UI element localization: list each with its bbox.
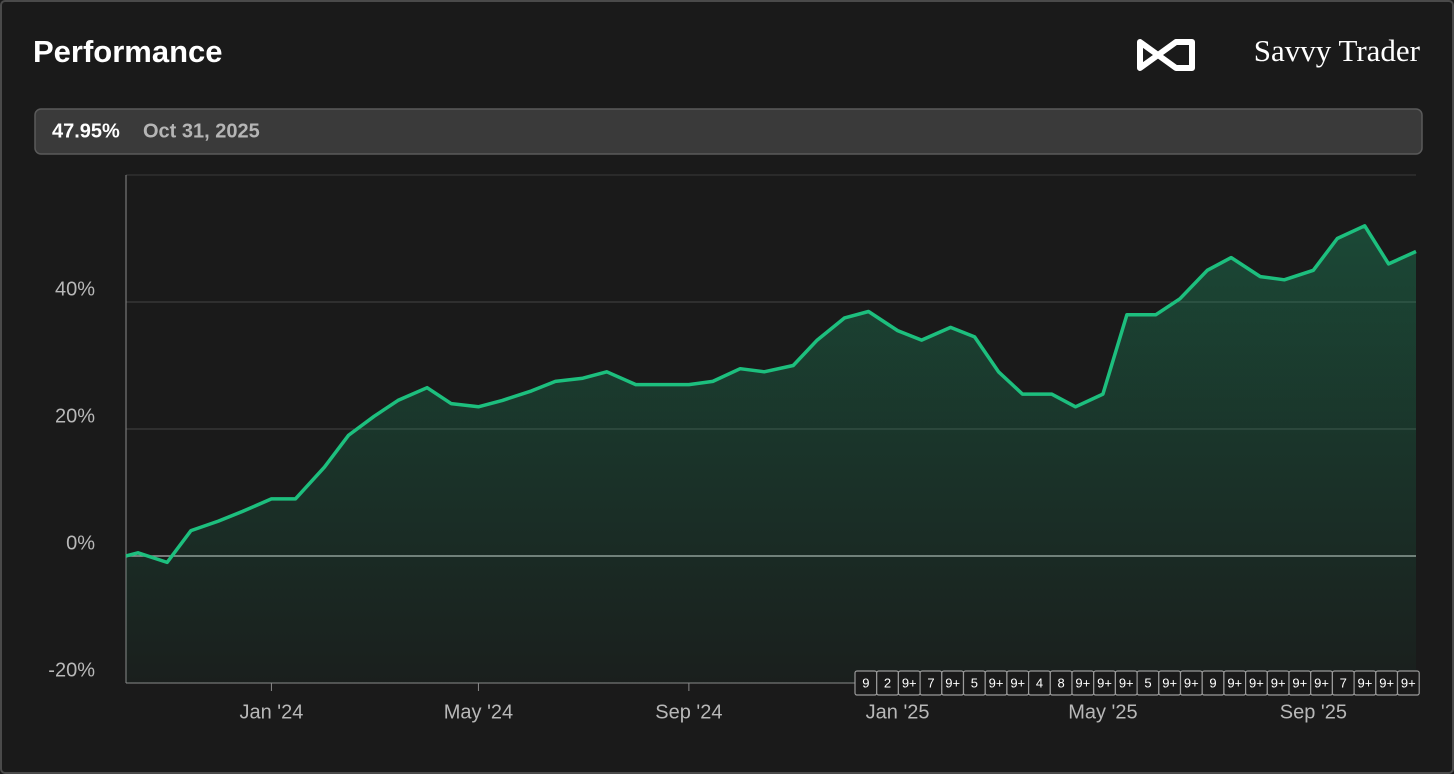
event-count: 8: [1058, 675, 1065, 690]
event-count: 9+: [1358, 675, 1373, 690]
event-count: 2: [884, 675, 891, 690]
x-tick-label: Jan '25: [866, 701, 930, 723]
line: [125, 224, 1417, 565]
event-count: 9+: [1227, 675, 1242, 690]
event-count: 9+: [1119, 675, 1134, 690]
area: [126, 225, 1416, 684]
event-count: 9+: [902, 675, 917, 690]
x-tick-label: Sep '25: [1280, 701, 1347, 723]
x-tick-label: May '25: [1068, 701, 1137, 723]
plot: -20% 0% 20% 40% Jan '24 May '24 Sep '24 Jan '25…: [48, 175, 1420, 723]
event-count: 5: [971, 675, 978, 690]
summary-bar: [34, 108, 1423, 155]
x-tick-label: May '24: [444, 701, 513, 723]
event-count: 9+: [1292, 675, 1307, 690]
event-count: 9+: [1271, 675, 1286, 690]
summary-date: Oct 31, 2025: [143, 120, 260, 142]
brand-logo: [1137, 39, 1195, 71]
event-count: 7: [927, 675, 934, 690]
event-count: 9+: [1010, 675, 1025, 690]
event-count: 9+: [1097, 675, 1112, 690]
event-count: 9+: [1075, 675, 1090, 690]
y-tick-label: 20%: [55, 405, 95, 427]
event-count: 5: [1144, 675, 1151, 690]
event-count: 9+: [1249, 675, 1264, 690]
event-count: 9+: [1184, 675, 1199, 690]
event-count: 9: [862, 675, 869, 690]
brand-name: Savvy Trader: [1254, 33, 1421, 68]
summary-value: 47.95%: [52, 120, 120, 142]
title: Performance: [33, 34, 223, 69]
x-tick-label: Sep '24: [655, 701, 722, 723]
event-count: 9+: [989, 675, 1004, 690]
event-count: 9: [1209, 675, 1216, 690]
event-count: 7: [1340, 675, 1347, 690]
event-count: 9+: [945, 675, 960, 690]
event-count: 9+: [1401, 675, 1416, 690]
event-count: 9+: [1162, 675, 1177, 690]
event-count: 9+: [1379, 675, 1394, 690]
event-badge: [1396, 670, 1420, 696]
y-tick-label: 40%: [55, 278, 95, 300]
event-count: 4: [1036, 675, 1043, 690]
x-tick-label: Jan '24: [239, 701, 303, 723]
y-tick-label: 0%: [66, 532, 95, 554]
event-count: 9+: [1314, 675, 1329, 690]
y-tick-label: -20%: [48, 659, 95, 681]
